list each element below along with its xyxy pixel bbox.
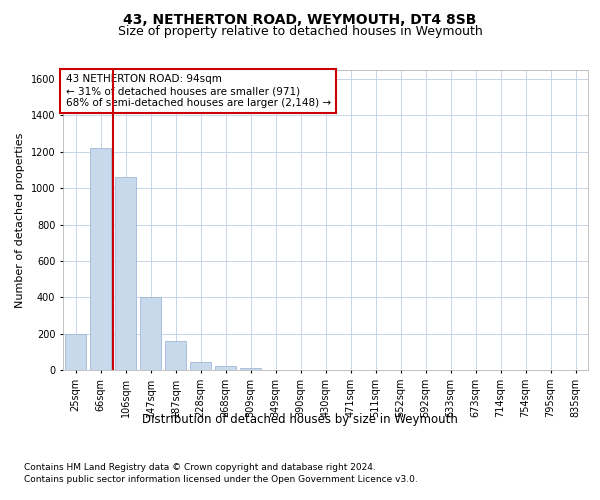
Text: 43 NETHERTON ROAD: 94sqm
← 31% of detached houses are smaller (971)
68% of semi-: 43 NETHERTON ROAD: 94sqm ← 31% of detach… <box>65 74 331 108</box>
Bar <box>240 368 261 370</box>
Bar <box>65 334 86 370</box>
Bar <box>115 178 136 370</box>
Bar <box>140 298 161 370</box>
Bar <box>190 362 211 370</box>
Y-axis label: Number of detached properties: Number of detached properties <box>15 132 25 308</box>
Bar <box>215 366 236 370</box>
Bar <box>165 341 186 370</box>
Text: Distribution of detached houses by size in Weymouth: Distribution of detached houses by size … <box>142 412 458 426</box>
Text: Contains HM Land Registry data © Crown copyright and database right 2024.: Contains HM Land Registry data © Crown c… <box>24 462 376 471</box>
Text: Contains public sector information licensed under the Open Government Licence v3: Contains public sector information licen… <box>24 475 418 484</box>
Text: 43, NETHERTON ROAD, WEYMOUTH, DT4 8SB: 43, NETHERTON ROAD, WEYMOUTH, DT4 8SB <box>124 12 476 26</box>
Bar <box>90 148 111 370</box>
Text: Size of property relative to detached houses in Weymouth: Size of property relative to detached ho… <box>118 25 482 38</box>
